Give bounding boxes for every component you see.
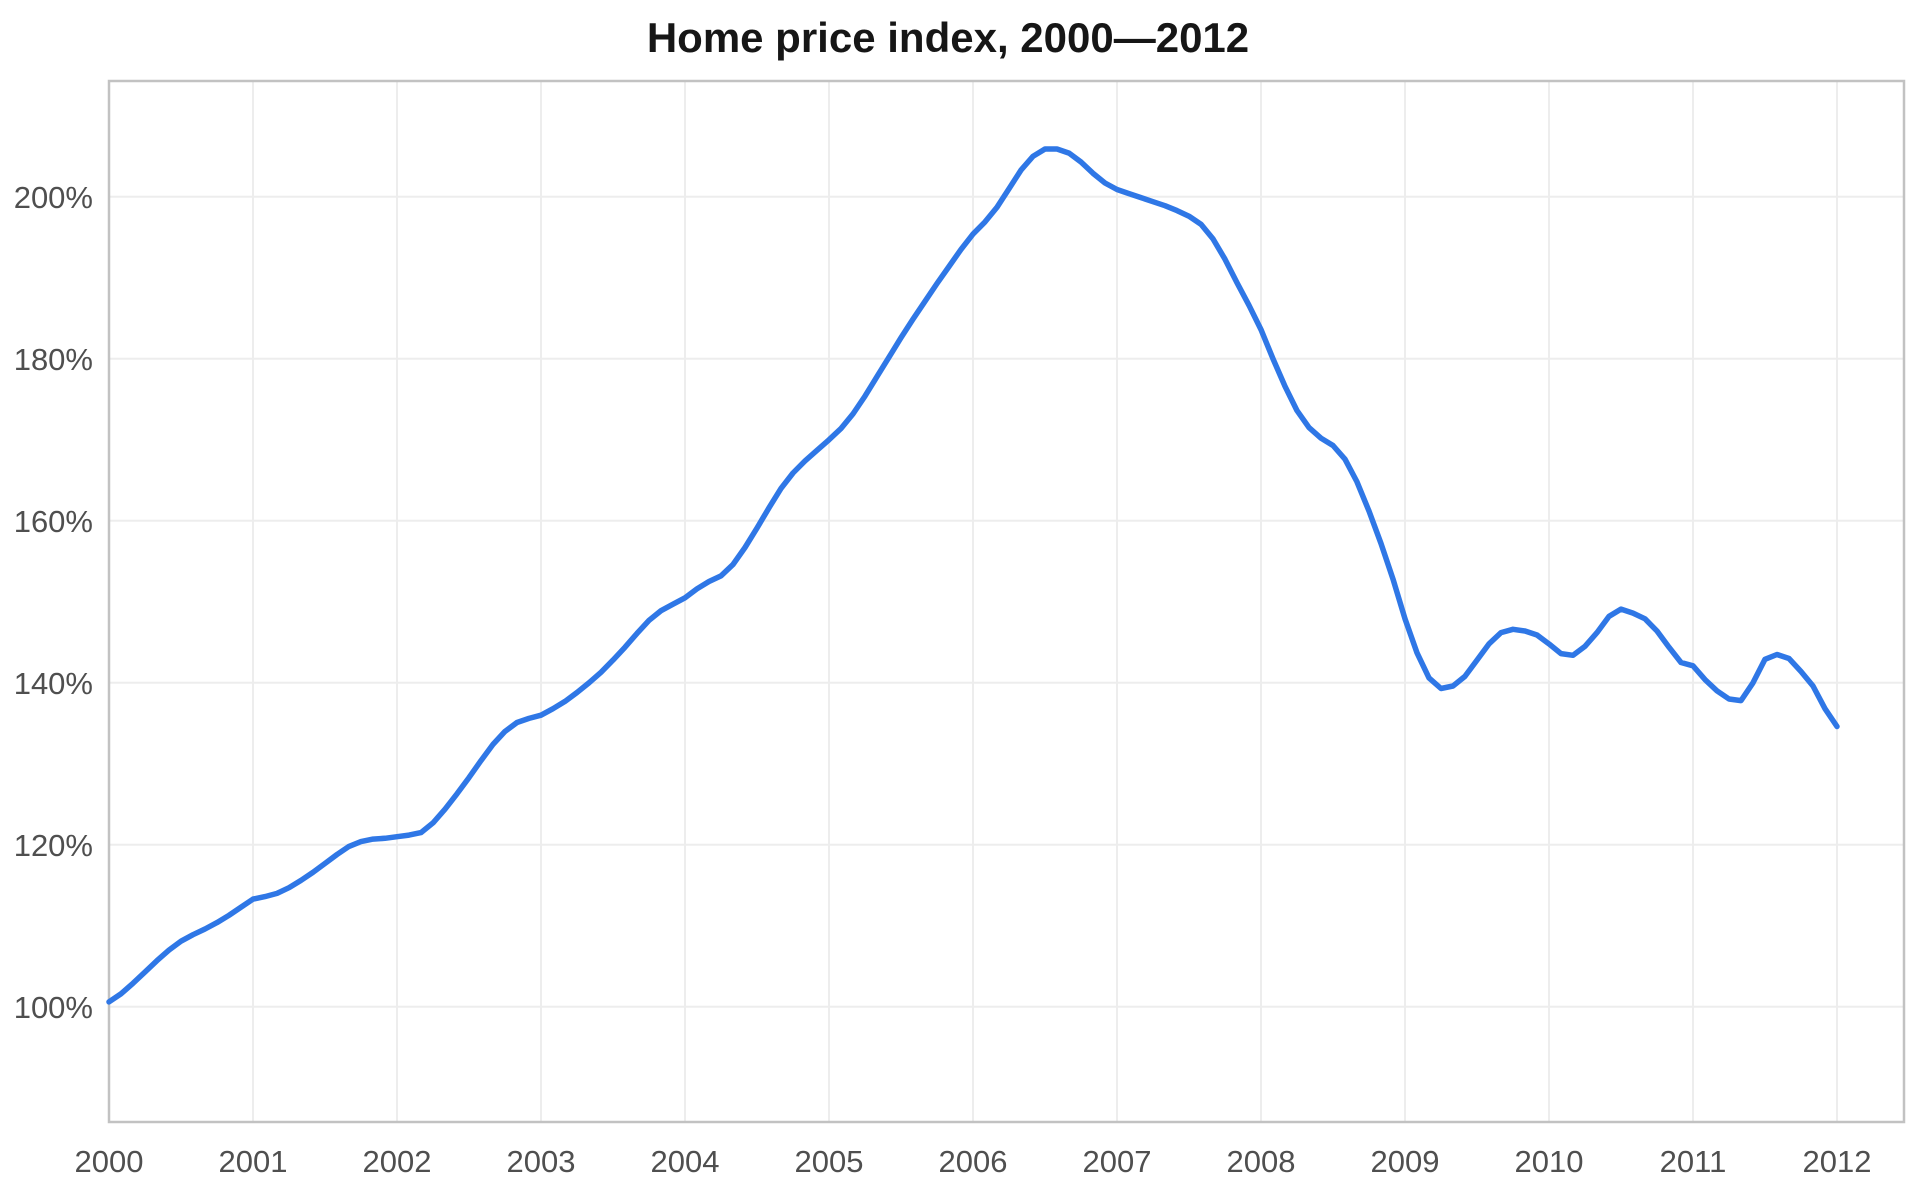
x-tick-label: 2012	[1803, 1144, 1872, 1179]
y-tick-label: 200%	[14, 180, 93, 215]
x-tick-label: 2002	[363, 1144, 432, 1179]
x-tick-label: 2007	[1083, 1144, 1152, 1179]
x-tick-label: 2001	[219, 1144, 288, 1179]
x-tick-label: 2003	[507, 1144, 576, 1179]
y-tick-label: 100%	[14, 990, 93, 1025]
plot-border	[107, 79, 1906, 1124]
y-tick-label: 120%	[14, 828, 93, 863]
y-tick-label: 140%	[14, 666, 93, 701]
y-tick-label: 160%	[14, 504, 93, 539]
plot-border-rect	[107, 79, 1906, 1124]
price-line	[106, 146, 1840, 1005]
x-tick-label: 2010	[1515, 1144, 1584, 1179]
y-tick-label: 180%	[14, 342, 93, 377]
x-axis-labels: 2000 2001 2002 2003 2004 2005 2006 2007 2008 2009…	[75, 1144, 1872, 1179]
x-tick-label: 2004	[651, 1144, 720, 1179]
chart-title: Home price index, 2000—2012	[647, 14, 1249, 61]
x-tick-label: 2008	[1227, 1144, 1296, 1179]
x-tick-label: 2011	[1660, 1144, 1727, 1179]
y-axis-labels: 100% 120% 140% 160% 180% 200%	[14, 180, 93, 1025]
x-tick-label: 2000	[75, 1144, 144, 1179]
x-tick-label: 2006	[939, 1144, 1008, 1179]
price-line-path	[106, 146, 1840, 1005]
x-tick-label: 2009	[1371, 1144, 1440, 1179]
gridlines	[109, 81, 1904, 1122]
x-tick-label: 2005	[795, 1144, 864, 1179]
